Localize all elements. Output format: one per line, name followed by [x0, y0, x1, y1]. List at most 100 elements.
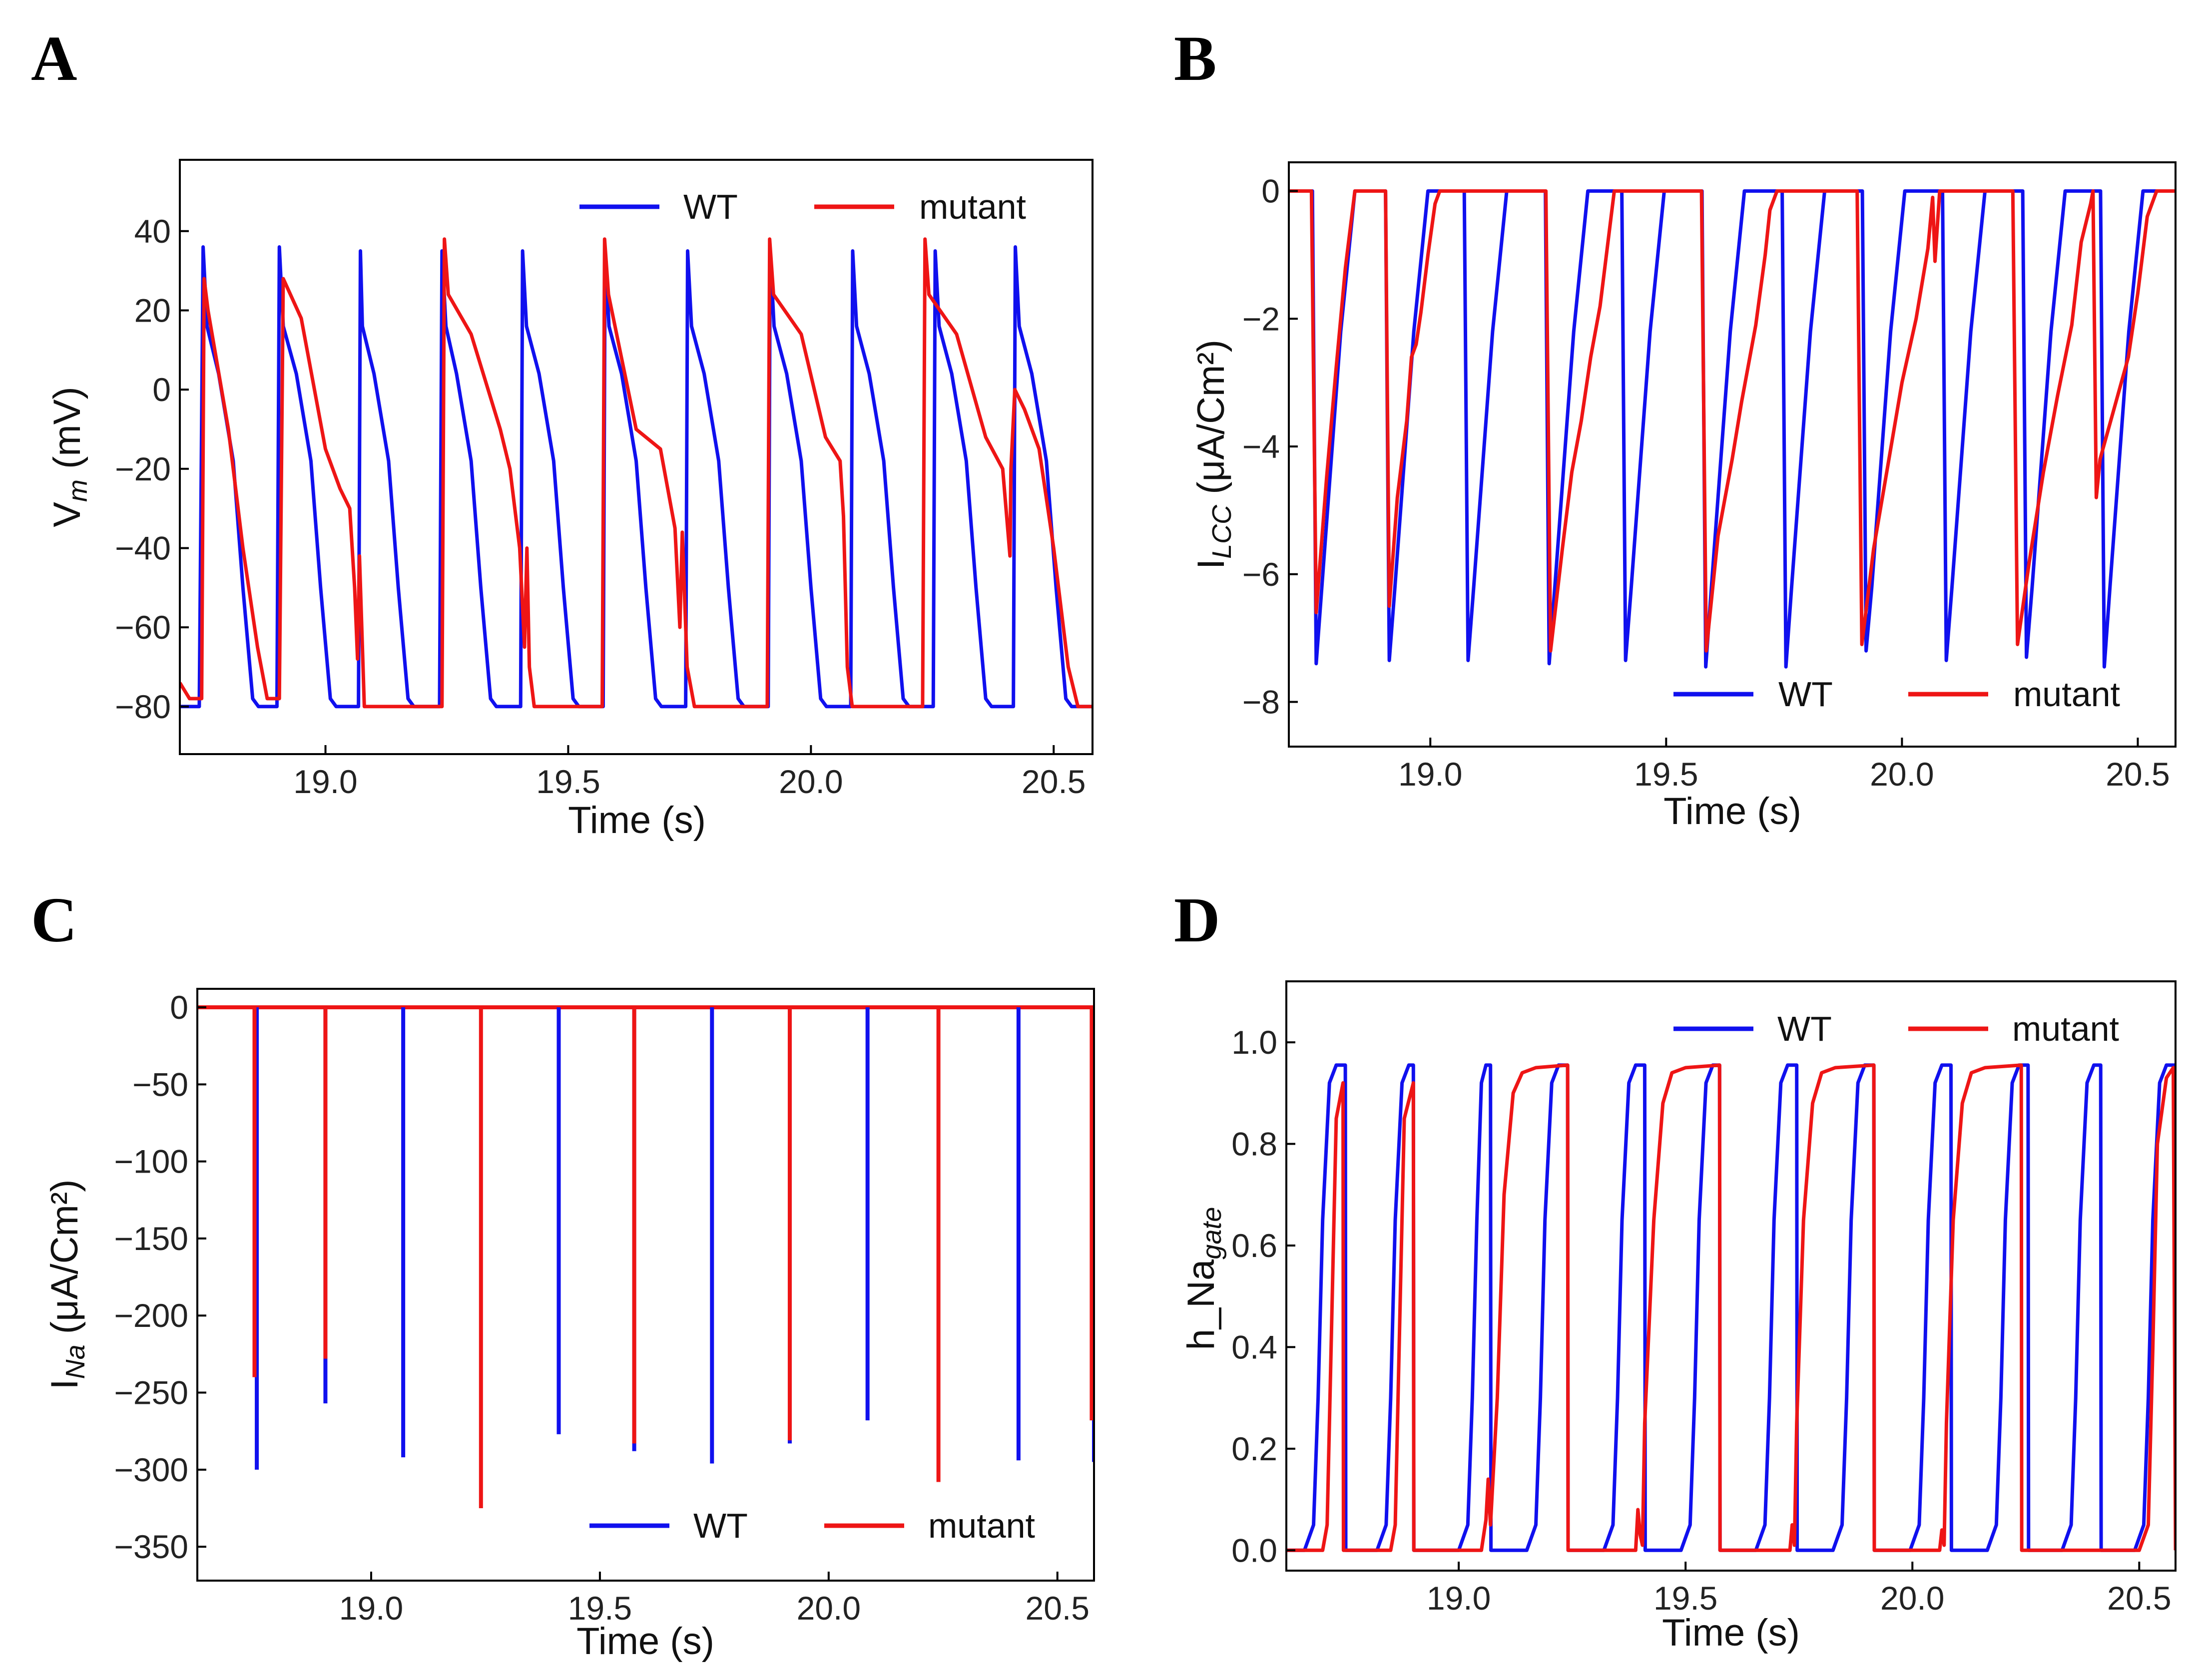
axes-frame-c — [196, 988, 1095, 1582]
x-tick-label: 20.0 — [797, 1590, 861, 1627]
y-tick-label: 20 — [134, 292, 171, 329]
plot-area-a — [180, 237, 1093, 709]
y-tick-label: 1.0 — [1231, 1024, 1277, 1061]
axis-ticks: 19.0 19.5 20.0 20.5 40 20 0 −20 −40 −60 −80 — [115, 213, 1086, 800]
y-axis-label-tail: (mV) — [46, 387, 88, 479]
x-tick-label: 20.5 — [1026, 1590, 1090, 1627]
y-tick-label: −50 — [132, 1066, 188, 1103]
plot-area-c — [197, 1005, 1094, 1508]
series-group — [1289, 189, 2176, 669]
y-axis-label-main: V — [46, 502, 88, 527]
y-tick-label: −350 — [114, 1528, 188, 1565]
series-line-mutant — [1286, 1063, 2176, 1552]
legend-label-wt: WT — [693, 1506, 748, 1545]
x-tick-label: 19.0 — [293, 763, 357, 800]
y-axis-label-main: I — [1190, 559, 1232, 569]
y-tick-label: −60 — [115, 609, 171, 646]
axes-frame-b — [1288, 161, 2177, 748]
legend-label-mutant: mutant — [928, 1506, 1035, 1545]
y-tick-label: −2 — [1242, 300, 1280, 337]
legend-d: WT mutant — [1673, 1009, 2119, 1048]
y-tick-label: 0.4 — [1231, 1328, 1277, 1365]
x-tick-label: 20.0 — [1870, 756, 1934, 793]
y-axis-label-tail: (μA/Cm²) — [1190, 340, 1232, 505]
panel-letter-a: A — [31, 23, 77, 94]
x-axis-label-b: Time (s) — [1663, 790, 1801, 833]
legend-label-mutant: mutant — [919, 187, 1026, 226]
y-tick-label: −20 — [115, 450, 171, 487]
y-tick-label: 0 — [152, 371, 171, 408]
plot-area-d — [1286, 1063, 2176, 1552]
legend-label-wt: WT — [1778, 675, 1833, 714]
y-tick-label: −300 — [114, 1451, 188, 1488]
legend-label-wt: WT — [683, 187, 738, 226]
y-tick-label: 0.8 — [1231, 1126, 1277, 1163]
y-axis-label-a: Vm (mV) — [46, 387, 93, 527]
y-tick-label: −100 — [114, 1143, 188, 1180]
y-axis-label-sub: LCC — [1207, 504, 1237, 559]
x-tick-label: 19.0 — [1398, 756, 1462, 793]
x-tick-label: 20.5 — [1022, 763, 1086, 800]
y-tick-label: −80 — [115, 688, 171, 725]
legend-c: WT mutant — [589, 1506, 1035, 1545]
plot-area-b — [1289, 189, 2176, 669]
legend-label-mutant: mutant — [2013, 675, 2120, 714]
y-tick-label: −250 — [114, 1374, 188, 1411]
x-tick-label: 19.0 — [1427, 1580, 1491, 1617]
series-group — [180, 237, 1093, 709]
x-tick-label: 20.0 — [1880, 1580, 1944, 1617]
series-line-wt — [180, 245, 1093, 709]
x-tick-label: 20.5 — [2106, 756, 2170, 793]
x-tick-label: 19.5 — [568, 1590, 632, 1627]
y-tick-label: −4 — [1242, 428, 1280, 465]
series-line-wt — [1286, 1063, 2176, 1552]
y-tick-label: 40 — [134, 213, 171, 250]
y-tick-label: 0.0 — [1231, 1532, 1277, 1569]
x-axis-label-d: Time (s) — [1662, 1612, 1800, 1654]
axis-ticks: 19.0 19.5 20.0 20.5 0 −50 −100 −150 −200 −250 −300… — [114, 989, 1090, 1627]
series-group — [1286, 1063, 2176, 1552]
y-tick-label: −6 — [1242, 556, 1280, 593]
legend-label-mutant: mutant — [2012, 1009, 2119, 1048]
axes-frame-d — [1285, 980, 2177, 1572]
y-tick-label: 0.6 — [1231, 1227, 1277, 1264]
x-tick-label: 19.5 — [536, 763, 600, 800]
x-tick-label: 19.0 — [339, 1590, 403, 1627]
y-tick-label: 0 — [1261, 173, 1280, 210]
axes-frame-a — [179, 159, 1094, 755]
y-axis-label-main: h_Na — [1180, 1259, 1222, 1350]
y-axis-label-sub: gate — [1197, 1207, 1227, 1260]
series-group — [197, 1005, 1094, 1508]
y-axis-label-c: INa (μA/Cm²) — [43, 1180, 90, 1390]
y-tick-label: −200 — [114, 1297, 188, 1334]
x-tick-label: 20.0 — [779, 763, 843, 800]
panel-d: D 19.0 19.5 20.0 20.5 0.0 0.2 0.4 0.6 0.8 1.0 WT … — [1174, 884, 2177, 1654]
panel-b: B 19.0 19.5 20.0 20.5 0 −2 −4 −6 −8 WT mutant Ti… — [1174, 23, 2177, 833]
y-axis-label-tail: (μA/Cm²) — [43, 1180, 86, 1345]
panel-letter-b: B — [1174, 23, 1216, 94]
y-tick-label: −8 — [1242, 683, 1280, 720]
series-line-mutant — [1289, 189, 2176, 653]
panel-letter-c: C — [31, 884, 77, 955]
x-axis-label-c: Time (s) — [576, 1620, 714, 1663]
panel-a: A 19.0 19.5 20.0 20.5 40 20 0 −20 −40 −60 −80 WT m… — [31, 23, 1094, 841]
legend-label-wt: WT — [1777, 1009, 1832, 1048]
legend-a: WT mutant — [579, 187, 1026, 226]
legend-b: WT mutant — [1673, 675, 2120, 714]
x-tick-label: 20.5 — [2107, 1580, 2171, 1617]
y-axis-label-sub: Na — [60, 1344, 90, 1379]
y-tick-label: −150 — [114, 1220, 188, 1257]
axis-ticks: 19.0 19.5 20.0 20.5 0.0 0.2 0.4 0.6 0.8 1.0 — [1231, 1024, 2171, 1617]
x-tick-label: 19.5 — [1634, 756, 1698, 793]
y-axis-label-main: I — [43, 1379, 86, 1389]
panel-letter-d: D — [1174, 884, 1220, 955]
y-axis-label-b: ILCC (μA/Cm²) — [1190, 340, 1237, 569]
x-axis-label-a: Time (s) — [568, 799, 706, 841]
axis-ticks: 19.0 19.5 20.0 20.5 0 −2 −4 −6 −8 — [1242, 173, 2170, 793]
y-axis-label-sub: m — [63, 479, 93, 502]
y-tick-label: 0.2 — [1231, 1430, 1277, 1467]
y-tick-label: −40 — [115, 529, 171, 566]
x-tick-label: 19.5 — [1653, 1580, 1717, 1617]
y-tick-label: 0 — [170, 989, 188, 1026]
